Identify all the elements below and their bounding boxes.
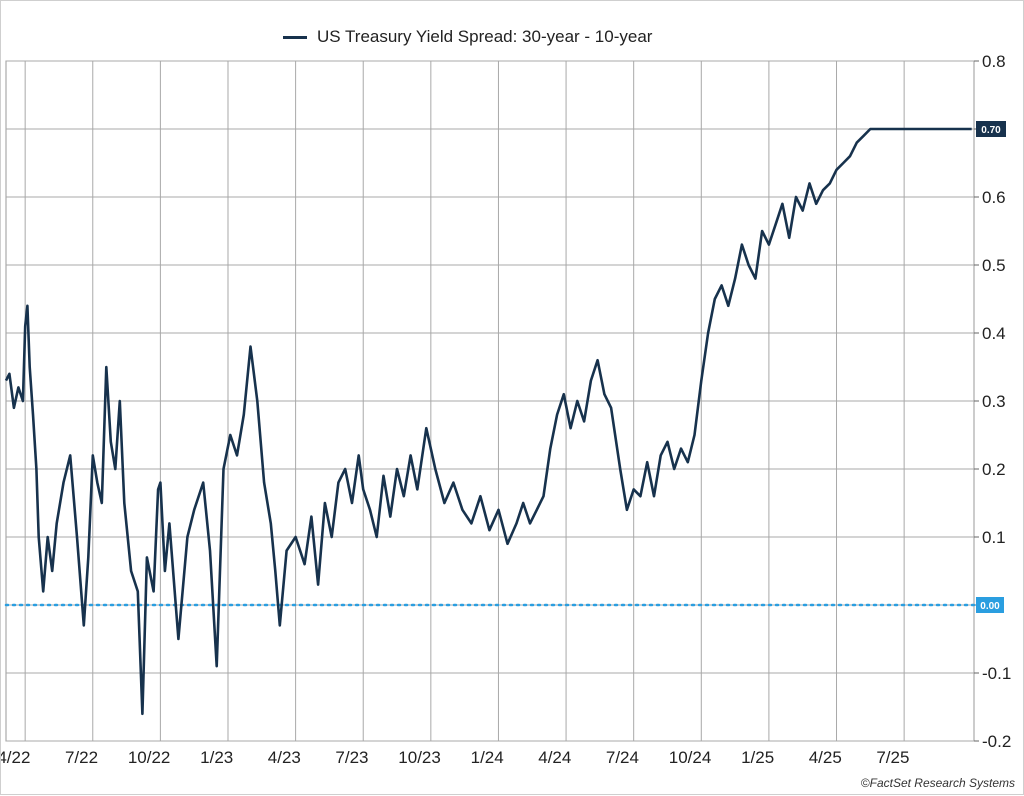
x-tick-label: 4/24 xyxy=(538,748,571,767)
x-tick-label: 1/23 xyxy=(200,748,233,767)
x-tick-label: 10/24 xyxy=(669,748,712,767)
last-value-label: 0.70 xyxy=(981,125,1001,136)
legend-label: US Treasury Yield Spread: 30-year - 10-y… xyxy=(317,27,653,46)
x-tick-label: 10/22 xyxy=(128,748,171,767)
y-tick-label: -0.2 xyxy=(982,732,1011,751)
x-tick-label: 4/25 xyxy=(809,748,842,767)
x-tick-label: 1/24 xyxy=(471,748,504,767)
zero-value-label: 0.00 xyxy=(980,601,1000,612)
copyright-text: ©FactSet Research Systems xyxy=(860,776,1015,790)
x-tick-label: 4/23 xyxy=(268,748,301,767)
y-tick-label: -0.1 xyxy=(982,664,1011,683)
y-tick-label: 0.1 xyxy=(982,528,1006,547)
y-tick-label: 0.2 xyxy=(982,460,1006,479)
x-tick-label: 4/22 xyxy=(1,748,30,767)
y-tick-label: 0.8 xyxy=(982,52,1006,71)
y-tick-label: 0.4 xyxy=(982,324,1006,343)
x-tick-label: 7/25 xyxy=(876,748,909,767)
x-tick-label: 10/23 xyxy=(398,748,441,767)
zero-value-tag xyxy=(976,597,1004,613)
x-tick-label: 7/22 xyxy=(65,748,98,767)
x-tick-label: 7/23 xyxy=(335,748,368,767)
legend-swatch xyxy=(283,35,307,39)
legend: US Treasury Yield Spread: 30-year - 10-y… xyxy=(283,27,652,47)
x-tick-label: 7/24 xyxy=(606,748,639,767)
last-value-tag xyxy=(976,121,1006,137)
y-tick-label: 0.5 xyxy=(982,256,1006,275)
x-tick-label: 1/25 xyxy=(741,748,774,767)
series-line xyxy=(4,127,972,716)
y-tick-label: 0.3 xyxy=(982,392,1006,411)
y-tick-label: 0.6 xyxy=(982,188,1006,207)
